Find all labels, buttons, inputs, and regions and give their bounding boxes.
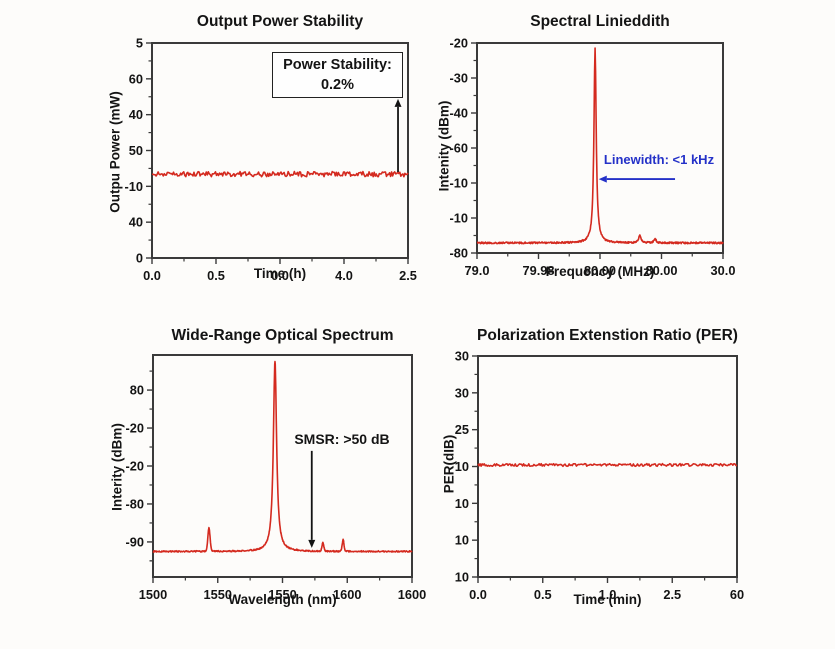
svg-text:1550: 1550: [268, 587, 296, 602]
svg-text:-80: -80: [450, 246, 469, 261]
spectrum-xlabel: Wavelength (nm): [228, 592, 337, 607]
svg-text:50: 50: [129, 143, 143, 158]
svg-text:30: 30: [455, 385, 469, 400]
svg-text:80: 80: [130, 383, 144, 398]
svg-text:25: 25: [455, 422, 469, 437]
svg-text:2.5: 2.5: [399, 268, 417, 283]
svg-text:-10: -10: [450, 176, 469, 191]
linewidth-ylabel: Intenity (dBm): [436, 100, 452, 192]
spectrum-ylabel: Interity (dBm): [109, 423, 125, 511]
svg-text:-20: -20: [450, 36, 469, 51]
svg-text:-80: -80: [126, 496, 145, 511]
svg-text:60: 60: [129, 71, 143, 86]
svg-text:40: 40: [129, 215, 143, 230]
power-stability-annotation-box: Power Stability: 0.2%: [272, 52, 403, 98]
output-power-ylabel: Outpu Power (mW): [107, 91, 123, 213]
svg-text:80.00: 80.00: [584, 263, 616, 278]
svg-text:0.0: 0.0: [469, 587, 487, 602]
svg-text:0.0: 0.0: [143, 268, 161, 283]
svg-text:10: 10: [455, 570, 469, 585]
svg-text:-30: -30: [450, 71, 469, 86]
per-xlabel: Time (min): [573, 592, 642, 607]
per-ylabel: PER(dIB): [441, 434, 457, 494]
output-power-xlabel: Time (h): [253, 266, 307, 281]
svg-text:10: 10: [455, 533, 469, 548]
svg-text:1600: 1600: [398, 587, 426, 602]
spectrum-title: Wide-Range Optical Spectrum: [171, 327, 394, 344]
linewidth-title: Spectral Linieddith: [530, 13, 670, 30]
svg-text:-20: -20: [126, 421, 145, 436]
svg-text:5: 5: [136, 36, 143, 51]
svg-text:10: 10: [455, 459, 469, 474]
svg-text:1.0: 1.0: [599, 587, 617, 602]
svg-text:-90: -90: [126, 534, 145, 549]
svg-text:-60: -60: [450, 141, 469, 156]
output-power-title: Output Power Stability: [196, 13, 364, 30]
linewidth-annotation-label: Linewidth: <1 kHz: [603, 152, 715, 167]
svg-text:-10: -10: [450, 211, 469, 226]
svg-text:79.0: 79.0: [465, 263, 490, 278]
svg-text:80.00: 80.00: [645, 263, 677, 278]
svg-text:1500: 1500: [139, 587, 167, 602]
svg-text:2.5: 2.5: [663, 587, 681, 602]
svg-text:0.0: 0.0: [271, 268, 289, 283]
svg-text:30: 30: [455, 349, 469, 364]
svg-text:1550: 1550: [204, 587, 232, 602]
svg-text:1600: 1600: [333, 587, 361, 602]
svg-text:60: 60: [730, 587, 744, 602]
power-stability-annotation-value: 0.2%: [320, 77, 355, 93]
svg-text:-20: -20: [126, 459, 145, 474]
svg-text:79.98: 79.98: [522, 263, 554, 278]
per-title: Polarization Extenstion Ratio (PER): [477, 327, 738, 344]
svg-text:-10: -10: [125, 179, 144, 194]
svg-text:0.5: 0.5: [534, 587, 552, 602]
svg-text:30.0: 30.0: [711, 263, 736, 278]
svg-text:-40: -40: [450, 106, 469, 121]
smsr-annotation-label: SMSR: >50 dB: [294, 431, 390, 447]
svg-text:0: 0: [136, 251, 143, 266]
linewidth-xlabel: Frequency (MHz): [545, 264, 655, 279]
svg-text:10: 10: [455, 496, 469, 511]
svg-text:40: 40: [129, 107, 143, 122]
power-stability-annotation-line1: Power Stability:: [283, 57, 392, 73]
svg-text:4.0: 4.0: [335, 268, 353, 283]
svg-text:0.5: 0.5: [207, 268, 225, 283]
